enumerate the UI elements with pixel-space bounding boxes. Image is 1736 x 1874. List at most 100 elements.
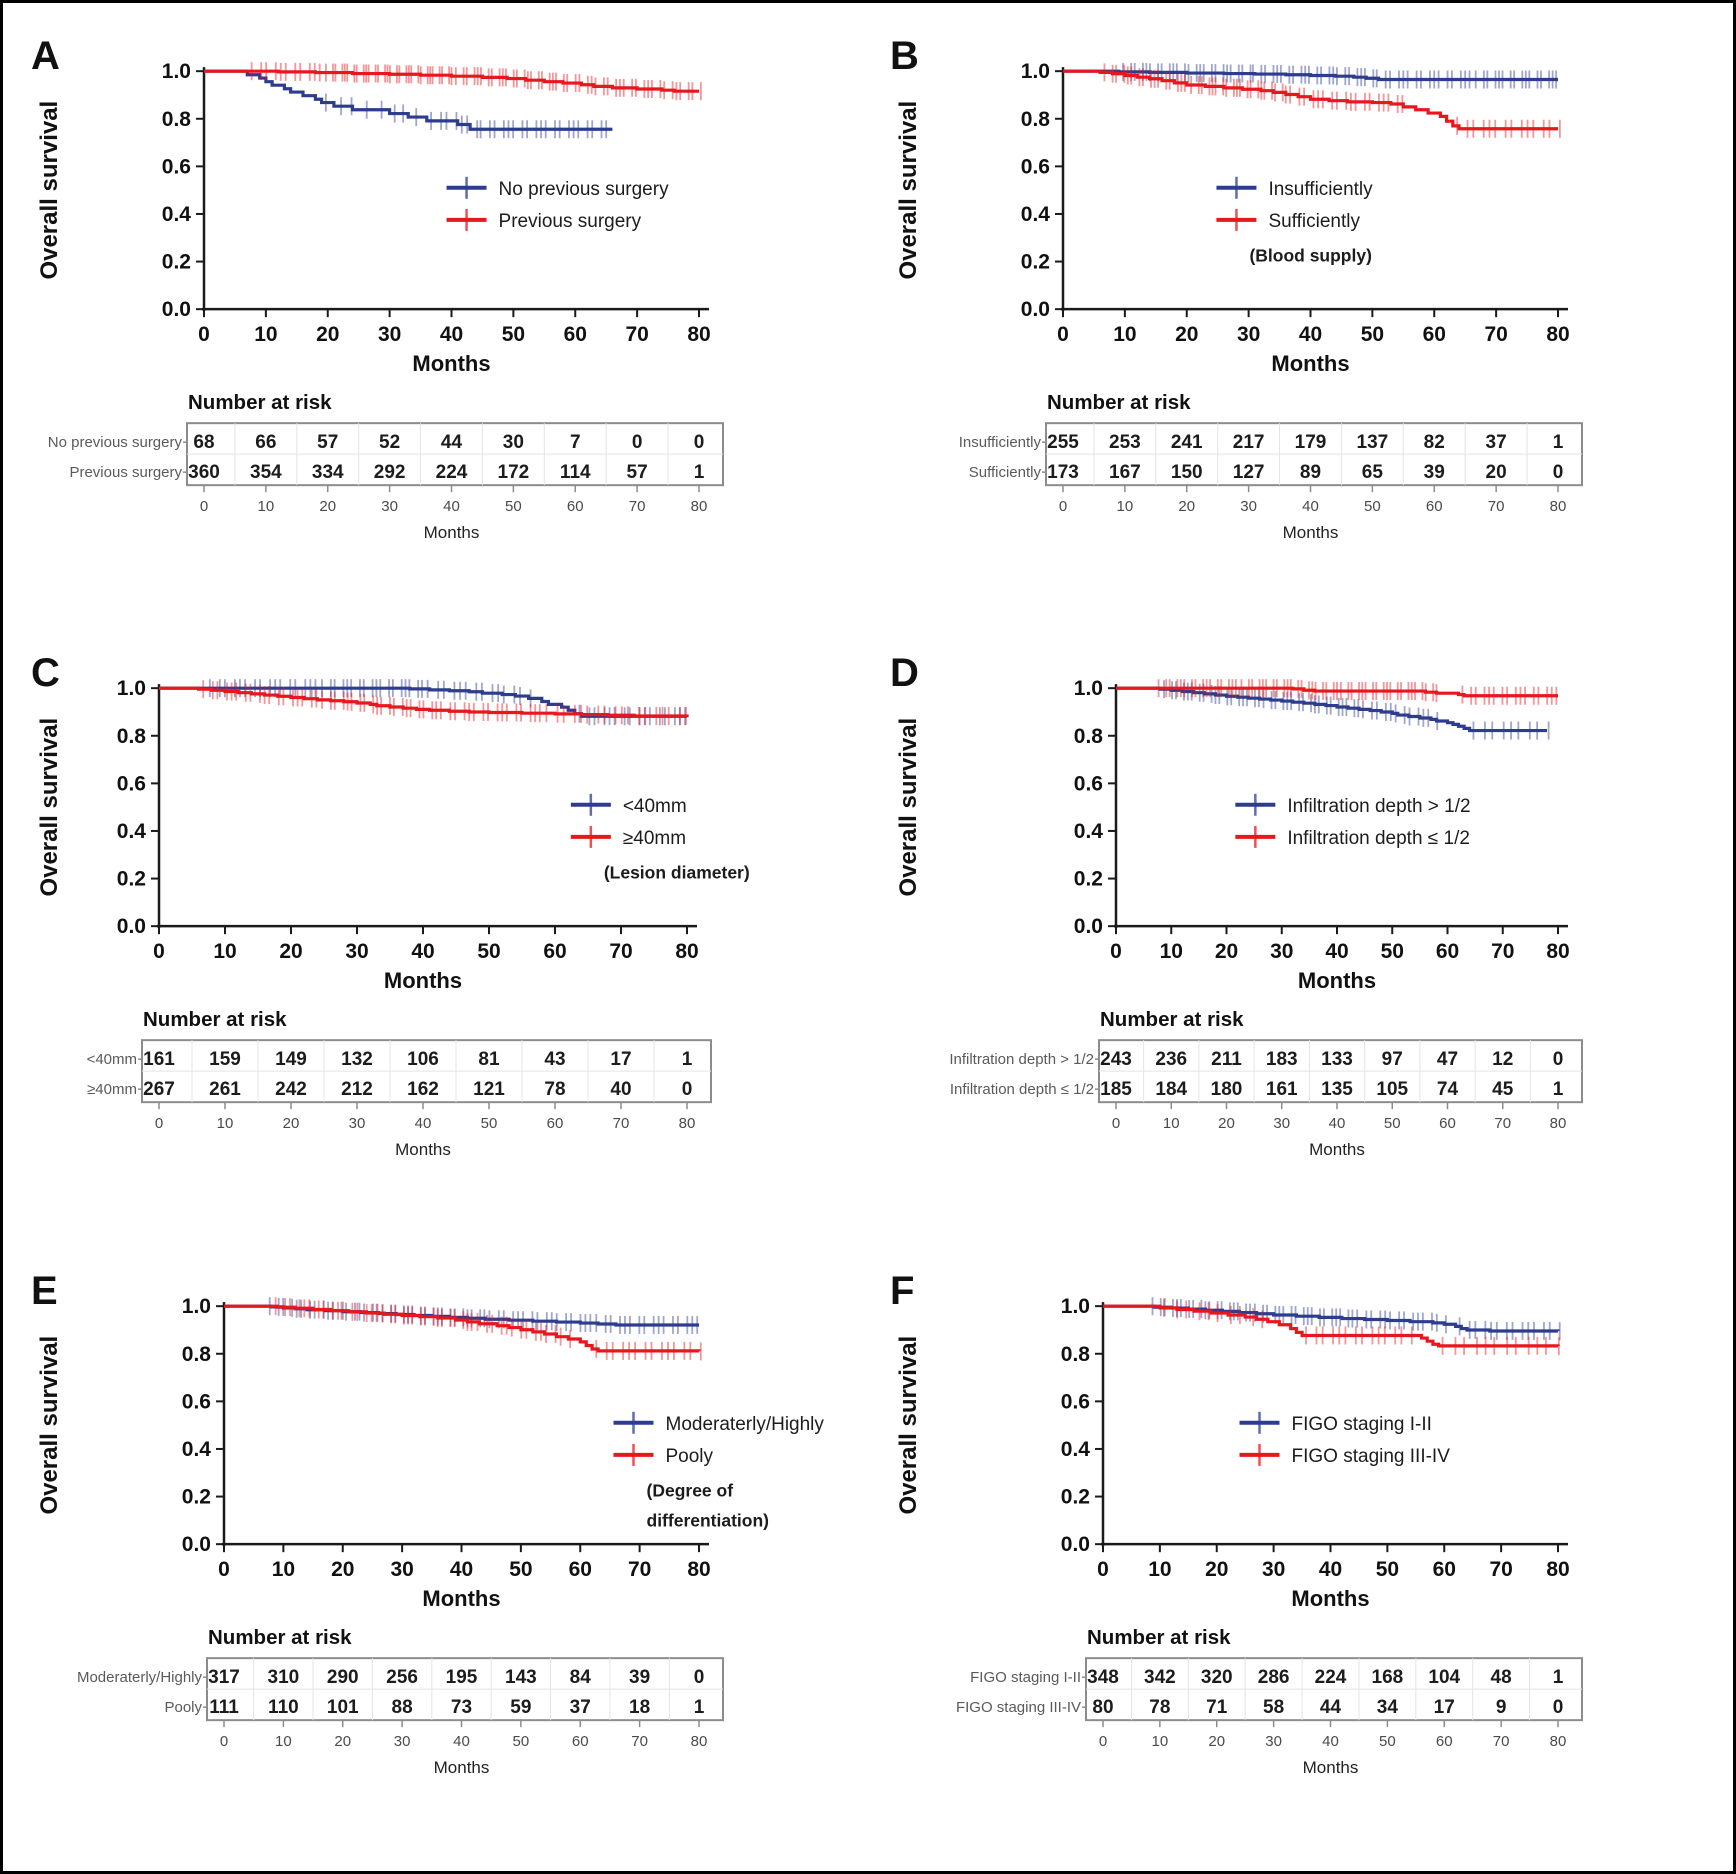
risk-value: 253 — [1109, 432, 1141, 453]
risk-value: 150 — [1171, 462, 1203, 483]
risk-value: 48 — [1491, 1667, 1512, 1688]
risk-value: 286 — [1258, 1667, 1290, 1688]
risk-value: 9 — [1496, 1697, 1507, 1718]
svg-text:10: 10 — [213, 940, 236, 963]
svg-text:0.0: 0.0 — [1074, 915, 1103, 938]
risk-value: 1 — [682, 1049, 693, 1070]
risk-value: 20 — [1486, 462, 1507, 483]
legend-label: Infiltration depth ≤ 1/2 — [1287, 828, 1470, 849]
legend-label: ≥40mm — [623, 828, 686, 849]
svg-text:60: 60 — [1439, 1115, 1456, 1132]
panel-a: A Overall survival 0.0 0.2 0.4 0.6 0.8 1.0 0 10 20… — [9, 11, 868, 628]
risk-value: 18 — [629, 1697, 650, 1718]
svg-text:60: 60 — [572, 1733, 589, 1750]
svg-text:50: 50 — [509, 1558, 532, 1581]
panel-letter: C — [31, 651, 60, 695]
risk-value: 17 — [610, 1049, 631, 1070]
risk-value: 68 — [193, 432, 214, 453]
risk-table-heading: Number at risk — [143, 1008, 287, 1031]
svg-text:60: 60 — [1423, 323, 1446, 346]
legend: <40mm ≥40mm (Lesion diameter) — [570, 794, 750, 883]
svg-text:10: 10 — [1160, 940, 1183, 963]
risk-table-heading: Number at risk — [188, 391, 332, 414]
risk-value: 78 — [1149, 1697, 1170, 1718]
svg-text:50: 50 — [1384, 1115, 1401, 1132]
svg-text:80: 80 — [1550, 1733, 1567, 1750]
svg-text:10: 10 — [1148, 1558, 1171, 1581]
risk-value: 111 — [209, 1697, 239, 1718]
risk-value: 217 — [1233, 432, 1265, 453]
svg-text:80: 80 — [1546, 940, 1569, 963]
svg-text:0.2: 0.2 — [117, 868, 146, 891]
y-axis-label: Overall survival — [36, 1335, 63, 1514]
risk-value: 0 — [1553, 1697, 1564, 1718]
legend-label: Previous surgery — [499, 211, 642, 232]
svg-text:50: 50 — [1364, 498, 1381, 515]
svg-text:30: 30 — [1270, 940, 1293, 963]
risk-value: 37 — [570, 1697, 591, 1718]
risk-value: 44 — [441, 432, 463, 453]
svg-text:10: 10 — [1113, 323, 1136, 346]
km-curve-blue — [224, 1296, 699, 1334]
risk-value: 256 — [386, 1667, 418, 1688]
svg-text:0.6: 0.6 — [1074, 773, 1103, 796]
svg-text:20: 20 — [334, 1733, 351, 1750]
svg-text:10: 10 — [275, 1733, 292, 1750]
svg-text:30: 30 — [394, 1733, 411, 1750]
risk-table: Number at risk Insufficiently 255 253 241 217… — [959, 391, 1583, 542]
risk-row-label: Insufficiently — [959, 434, 1042, 451]
panel-letter: B — [890, 34, 919, 78]
risk-value: 342 — [1144, 1667, 1176, 1688]
svg-text:0: 0 — [1099, 1733, 1107, 1750]
risk-value: 159 — [209, 1049, 241, 1070]
svg-text:40: 40 — [450, 1558, 473, 1581]
km-curve-blue — [1063, 62, 1558, 89]
risk-value: 65 — [1362, 462, 1384, 483]
svg-text:0: 0 — [153, 940, 165, 963]
risk-value: 1 — [694, 462, 705, 483]
svg-text:0.2: 0.2 — [1021, 251, 1050, 274]
panel-f: F Overall survival 0.0 0.2 0.4 0.6 0.8 1.0 0 10 20… — [868, 1246, 1727, 1863]
risk-value: 241 — [1171, 432, 1203, 453]
risk-row-label: Previous surgery — [69, 464, 182, 481]
x-axis-label: Months — [1291, 1586, 1369, 1611]
risk-value: 242 — [275, 1079, 307, 1100]
svg-text:0.4: 0.4 — [162, 203, 192, 226]
y-axis-label: Overall survival — [895, 1335, 922, 1514]
svg-text:50: 50 — [1381, 940, 1404, 963]
risk-value: 89 — [1300, 462, 1321, 483]
svg-text:0.0: 0.0 — [182, 1533, 211, 1556]
svg-text:80: 80 — [675, 940, 698, 963]
svg-text:40: 40 — [453, 1733, 470, 1750]
panel-b: B Overall survival 0.0 0.2 0.4 0.6 0.8 1.0 0 10 20… — [868, 11, 1727, 628]
svg-text:70: 70 — [1488, 498, 1505, 515]
km-curve-red — [1063, 63, 1561, 138]
risk-value: 236 — [1155, 1049, 1187, 1070]
svg-text:20: 20 — [319, 498, 336, 515]
risk-value: 334 — [312, 462, 344, 483]
svg-text:80: 80 — [691, 498, 708, 515]
svg-text:10: 10 — [1152, 1733, 1169, 1750]
svg-text:0.0: 0.0 — [1021, 298, 1050, 321]
risk-value: 58 — [1263, 1697, 1284, 1718]
axes: 0.0 0.2 0.4 0.6 0.8 1.0 0 10 20 30 40 50 60 70 80 Month… — [1021, 60, 1570, 376]
risk-row-label: FIGO staging III-IV — [956, 1699, 1081, 1716]
km-curve-blue — [1116, 680, 1550, 740]
risk-value: 59 — [510, 1697, 531, 1718]
risk-value: 135 — [1321, 1079, 1353, 1100]
risk-value: 101 — [327, 1697, 359, 1718]
svg-text:1.0: 1.0 — [1021, 60, 1050, 83]
risk-table-heading: Number at risk — [208, 1626, 352, 1649]
svg-text:30: 30 — [349, 1115, 366, 1132]
svg-text:50: 50 — [1361, 323, 1384, 346]
risk-value: 0 — [1553, 1049, 1564, 1070]
svg-text:0.2: 0.2 — [162, 251, 191, 274]
risk-value: 82 — [1424, 432, 1445, 453]
svg-text:60: 60 — [569, 1558, 592, 1581]
risk-value: 162 — [407, 1079, 439, 1100]
svg-text:0.4: 0.4 — [1074, 820, 1104, 843]
svg-text:80: 80 — [1546, 1558, 1569, 1581]
